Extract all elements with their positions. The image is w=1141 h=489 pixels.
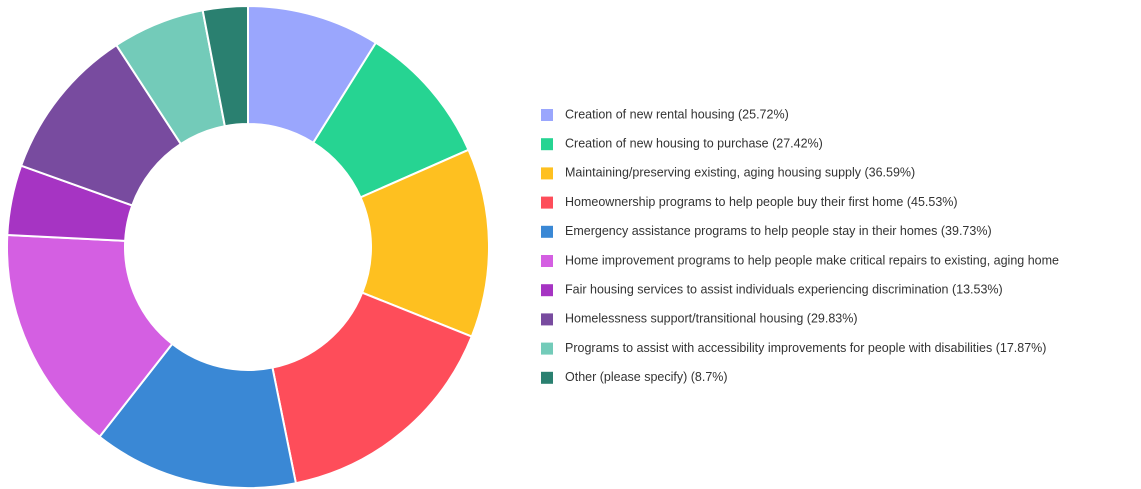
- donut-slice[interactable]: [6, 233, 174, 439]
- legend-swatch[interactable]: [541, 167, 553, 180]
- legend-swatch[interactable]: [541, 225, 553, 238]
- legend-label[interactable]: Programs to assist with accessibility im…: [565, 341, 1046, 355]
- legend-label[interactable]: Homeownership programs to help people bu…: [565, 195, 958, 209]
- legend-label[interactable]: Fair housing services to assist individu…: [565, 282, 1003, 296]
- legend-swatch[interactable]: [541, 342, 553, 355]
- legend-label[interactable]: Other (please specify) (8.7%): [565, 370, 728, 384]
- legend-swatch[interactable]: [541, 109, 553, 121]
- legend-label[interactable]: Maintaining/preserving existing, aging h…: [565, 166, 915, 180]
- legend-label[interactable]: Homelessness support/transitional housin…: [565, 312, 858, 326]
- donut-slice[interactable]: [201, 4, 249, 128]
- legend-swatch[interactable]: [541, 371, 553, 384]
- donut-slice[interactable]: [271, 291, 474, 485]
- legend-label[interactable]: Home improvement programs to help people…: [565, 253, 1059, 267]
- legend-label[interactable]: Creation of new rental housing (25.72%): [565, 107, 789, 121]
- legend-swatch[interactable]: [541, 138, 553, 151]
- legend-label[interactable]: Creation of new housing to purchase (27.…: [565, 136, 823, 150]
- legend-swatch[interactable]: [541, 196, 553, 209]
- donut-slice[interactable]: [98, 342, 298, 489]
- legend-swatch[interactable]: [541, 313, 553, 326]
- legend-swatch[interactable]: [541, 284, 553, 297]
- legend-swatch[interactable]: [541, 255, 553, 267]
- legend-label[interactable]: Emergency assistance programs to help pe…: [565, 224, 992, 238]
